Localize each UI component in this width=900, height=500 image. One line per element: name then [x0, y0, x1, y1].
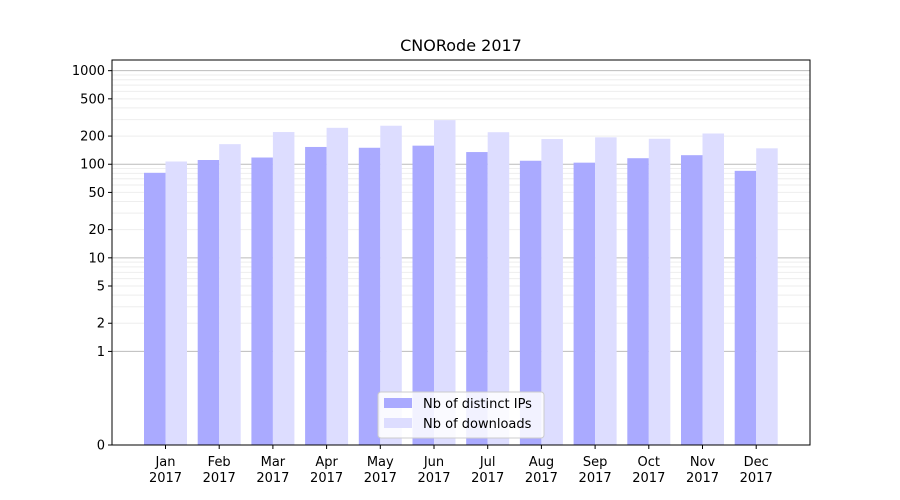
- bar-downloads: [756, 148, 778, 446]
- bar-downloads: [380, 125, 402, 445]
- x-tick-label: Nov 2017: [686, 455, 719, 486]
- x-tick-label: Aug 2017: [525, 455, 558, 486]
- bar-distinct-ips: [734, 170, 757, 446]
- legend-box: [377, 391, 545, 439]
- legend-label: Nb of distinct IPs: [423, 397, 532, 412]
- bar-distinct-ips: [305, 146, 327, 446]
- bar-distinct-ips: [573, 162, 596, 445]
- bar-downloads: [702, 133, 724, 445]
- legend-swatch: [384, 398, 412, 408]
- x-tick-label: Apr 2017: [310, 455, 343, 486]
- bar-downloads: [219, 144, 241, 445]
- bar-downloads: [434, 120, 456, 445]
- bar-distinct-ips: [412, 145, 434, 445]
- y-tick-label: 200: [80, 130, 105, 145]
- legend-swatch: [384, 418, 412, 428]
- x-tick-label: Jul 2017: [471, 455, 504, 486]
- x-tick-label: Mar 2017: [256, 455, 289, 486]
- y-tick-label: 100: [80, 158, 105, 173]
- bar-distinct-ips: [681, 155, 703, 445]
- legend: Nb of distinct IPs Nb of downloads: [377, 391, 545, 439]
- x-tick-label: Jan 2017: [149, 455, 182, 486]
- bar-downloads: [165, 161, 187, 445]
- bar-downloads: [541, 139, 563, 445]
- x-tick-label: Dec 2017: [740, 455, 773, 486]
- bar-distinct-ips: [197, 160, 220, 445]
- bar-distinct-ips: [144, 172, 166, 445]
- x-tick-label: May 2017: [364, 455, 397, 486]
- y-tick-label: 500: [80, 92, 105, 107]
- bar-distinct-ips: [519, 160, 542, 446]
- y-tick-label: 10: [88, 251, 105, 266]
- y-tick-label: 1: [97, 345, 105, 360]
- bar-distinct-ips: [251, 157, 273, 445]
- bar-distinct-ips: [358, 147, 381, 445]
- bar-distinct-ips: [466, 152, 488, 445]
- bar-distinct-ips: [627, 158, 649, 446]
- y-tick-label: 2: [97, 317, 105, 332]
- x-tick-label: Feb 2017: [203, 455, 236, 486]
- bars: [144, 120, 778, 446]
- x-axis: Jan 2017 Feb 2017 Mar 2017 Apr 2017 May 2017 Jun 20…: [149, 445, 773, 486]
- bar-downloads: [487, 132, 510, 445]
- y-tick-label: 20: [88, 223, 105, 238]
- bar-downloads: [595, 137, 617, 445]
- chart-title: CNORode 2017: [400, 36, 522, 55]
- bar-downloads: [648, 138, 671, 445]
- y-tick-label: 5: [97, 280, 105, 295]
- y-tick-label: 1000: [72, 64, 105, 79]
- x-tick-label: Jun 2017: [417, 455, 450, 486]
- bar-downloads: [326, 127, 349, 445]
- y-tick-label: 50: [88, 186, 105, 201]
- y-axis: 0 1 2 5 10 20 50 100 200 500 1000: [72, 64, 112, 454]
- bar-downloads: [272, 132, 295, 445]
- x-tick-label: Sep 2017: [579, 455, 612, 486]
- plot-frame: [111, 59, 811, 446]
- x-tick-label: Oct 2017: [632, 455, 665, 486]
- y-tick-label: 0: [97, 439, 105, 454]
- legend-label: Nb of downloads: [423, 417, 532, 432]
